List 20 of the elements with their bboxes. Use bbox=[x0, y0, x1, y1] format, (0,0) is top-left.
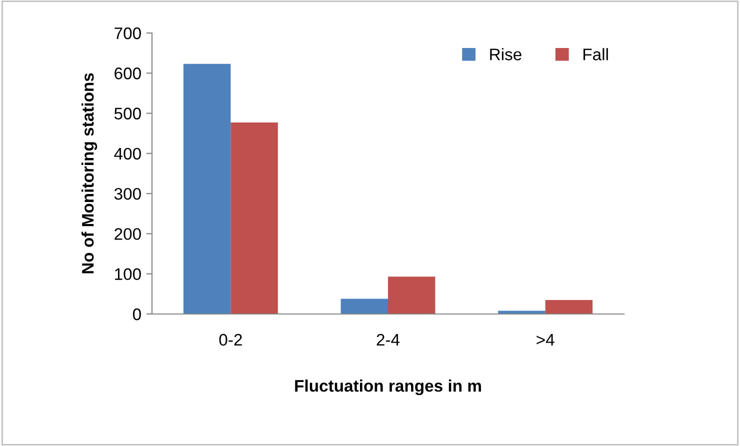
legend-label: Rise bbox=[490, 48, 522, 60]
legend-label: Fall bbox=[584, 48, 608, 60]
bar bbox=[230, 122, 278, 314]
x-tick-label: 0-2 bbox=[219, 334, 242, 346]
x-axis-title: Fluctuation ranges in m bbox=[295, 380, 481, 396]
x-tick-label: 2-4 bbox=[376, 334, 400, 346]
y-tick-label: 200 bbox=[114, 228, 141, 240]
bar bbox=[340, 298, 388, 314]
y-tick-label: 400 bbox=[114, 148, 141, 160]
y-tick-label: 600 bbox=[114, 68, 141, 80]
y-tick-label: 300 bbox=[114, 188, 141, 200]
y-tick-label: 100 bbox=[115, 268, 141, 280]
bar bbox=[545, 300, 593, 314]
y-axis-title: No of Monitoring stations bbox=[82, 73, 98, 274]
y-tick-label: 0 bbox=[132, 308, 141, 320]
bar bbox=[183, 64, 231, 314]
x-tick-label: >4 bbox=[536, 334, 554, 346]
y-tick-label: 500 bbox=[114, 108, 141, 120]
bar bbox=[388, 276, 436, 314]
y-tick-label: 700 bbox=[114, 27, 141, 40]
